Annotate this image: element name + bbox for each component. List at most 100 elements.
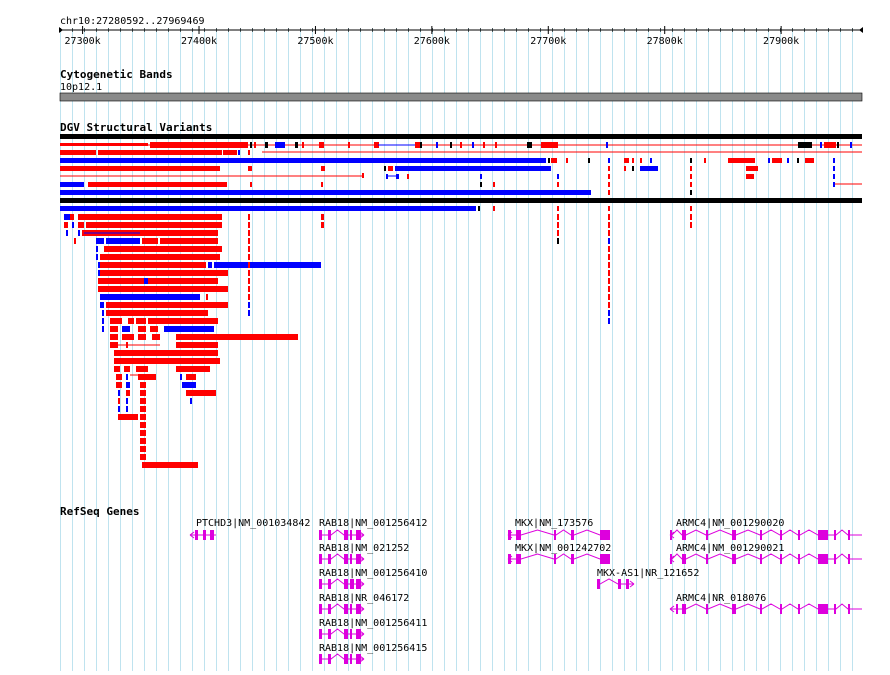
- sv-feature[interactable]: [140, 438, 146, 444]
- sv-feature[interactable]: [833, 182, 835, 187]
- sv-feature[interactable]: [472, 142, 474, 148]
- sv-feature[interactable]: [690, 182, 692, 187]
- sv-feature[interactable]: [608, 302, 610, 308]
- sv-feature[interactable]: [608, 286, 610, 292]
- sv-feature[interactable]: [265, 142, 268, 148]
- sv-feature[interactable]: [122, 334, 134, 340]
- sv-feature[interactable]: [176, 366, 210, 372]
- sv-feature[interactable]: [608, 214, 610, 220]
- sv-feature[interactable]: [64, 222, 68, 228]
- sv-feature[interactable]: [96, 238, 104, 244]
- sv-feature[interactable]: [96, 246, 98, 252]
- sv-feature[interactable]: [704, 158, 706, 163]
- sv-feature[interactable]: [208, 262, 212, 268]
- sv-feature[interactable]: [138, 334, 146, 340]
- sv-feature[interactable]: [632, 158, 634, 163]
- sv-feature[interactable]: [608, 182, 610, 187]
- sv-feature[interactable]: [541, 142, 558, 148]
- sv-feature[interactable]: [100, 270, 228, 276]
- sv-feature[interactable]: [142, 238, 158, 244]
- sv-feature[interactable]: [833, 166, 835, 171]
- sv-feature[interactable]: [805, 158, 814, 163]
- sv-feature[interactable]: [606, 142, 608, 148]
- sv-feature[interactable]: [126, 406, 128, 412]
- gene-model[interactable]: RAB18|NM_021252: [319, 543, 409, 564]
- dgv-track[interactable]: DGV Structural Variants: [60, 121, 862, 468]
- sv-feature[interactable]: [608, 262, 610, 268]
- sv-feature[interactable]: [106, 310, 208, 316]
- sv-feature[interactable]: [395, 166, 551, 171]
- sv-feature[interactable]: [136, 366, 148, 372]
- sv-feature[interactable]: [176, 334, 298, 340]
- gene-model[interactable]: MKX|NM_001242702: [507, 543, 611, 564]
- sv-feature[interactable]: [64, 214, 70, 220]
- sv-feature[interactable]: [124, 366, 130, 372]
- sv-feature[interactable]: [557, 182, 559, 187]
- sv-feature[interactable]: [248, 230, 250, 236]
- sv-feature[interactable]: [798, 142, 812, 148]
- sv-feature[interactable]: [118, 406, 120, 412]
- sv-feature[interactable]: [797, 158, 799, 163]
- sv-feature[interactable]: [72, 222, 74, 228]
- sv-feature[interactable]: [140, 398, 146, 404]
- sv-feature[interactable]: [248, 214, 250, 220]
- sv-feature[interactable]: [102, 318, 104, 324]
- sv-feature[interactable]: [608, 238, 610, 244]
- sv-feature[interactable]: [60, 206, 476, 211]
- sv-feature[interactable]: [295, 142, 298, 148]
- sv-feature[interactable]: [608, 310, 610, 316]
- sv-feature[interactable]: [223, 150, 237, 155]
- ruler[interactable]: chr10:27280592..27969469 27300k 27400k 275…: [59, 16, 863, 47]
- sv-feature[interactable]: [608, 230, 610, 236]
- sv-feature[interactable]: [374, 142, 379, 148]
- sv-feature[interactable]: [180, 374, 182, 380]
- sv-feature[interactable]: [186, 374, 196, 380]
- sv-feature[interactable]: [110, 334, 118, 340]
- sv-feature[interactable]: [60, 190, 591, 195]
- sv-feature[interactable]: [551, 158, 557, 163]
- sv-feature[interactable]: [116, 382, 122, 388]
- sv-feature[interactable]: [557, 230, 559, 236]
- sv-feature[interactable]: [144, 278, 148, 284]
- sv-feature[interactable]: [136, 318, 146, 324]
- sv-feature[interactable]: [480, 182, 482, 187]
- sv-feature[interactable]: [102, 310, 104, 316]
- sv-feature[interactable]: [126, 382, 130, 388]
- sv-feature[interactable]: [248, 254, 250, 260]
- sv-feature[interactable]: [238, 150, 240, 155]
- sv-feature[interactable]: [608, 206, 610, 211]
- sv-feature[interactable]: [248, 278, 250, 284]
- gene-model[interactable]: MKX|NM_173576: [507, 518, 610, 540]
- sv-feature[interactable]: [624, 166, 626, 171]
- sv-feature[interactable]: [557, 206, 559, 211]
- sv-feature[interactable]: [140, 382, 146, 388]
- sv-feature[interactable]: [495, 142, 497, 148]
- sv-feature[interactable]: [160, 238, 218, 244]
- sv-feature[interactable]: [250, 182, 252, 187]
- sv-feature[interactable]: [248, 302, 250, 308]
- sv-feature[interactable]: [248, 166, 252, 171]
- sv-feature[interactable]: [96, 254, 98, 260]
- sv-feature[interactable]: [104, 246, 222, 252]
- sv-feature[interactable]: [608, 278, 610, 284]
- gene-model[interactable]: RAB18|NM_001256411: [319, 618, 427, 639]
- sv-feature[interactable]: [557, 214, 559, 220]
- sv-feature[interactable]: [140, 406, 146, 412]
- sv-feature[interactable]: [850, 142, 852, 148]
- cytoband-bar[interactable]: [59, 92, 863, 102]
- sv-feature[interactable]: [150, 142, 248, 148]
- sv-feature[interactable]: [608, 318, 610, 324]
- sv-feature[interactable]: [126, 398, 128, 404]
- sv-feature[interactable]: [118, 390, 120, 396]
- sv-feature[interactable]: [214, 262, 321, 268]
- sv-feature[interactable]: [148, 318, 218, 324]
- sv-feature[interactable]: [728, 158, 755, 163]
- sv-feature[interactable]: [407, 174, 409, 179]
- sv-feature[interactable]: [66, 230, 68, 236]
- sv-feature[interactable]: [114, 366, 120, 372]
- sv-feature[interactable]: [248, 246, 250, 252]
- sv-feature[interactable]: [608, 270, 610, 276]
- sv-feature[interactable]: [60, 158, 546, 163]
- sv-feature[interactable]: [248, 222, 250, 228]
- gene-model[interactable]: ARMC4|NM_001290020: [669, 518, 862, 540]
